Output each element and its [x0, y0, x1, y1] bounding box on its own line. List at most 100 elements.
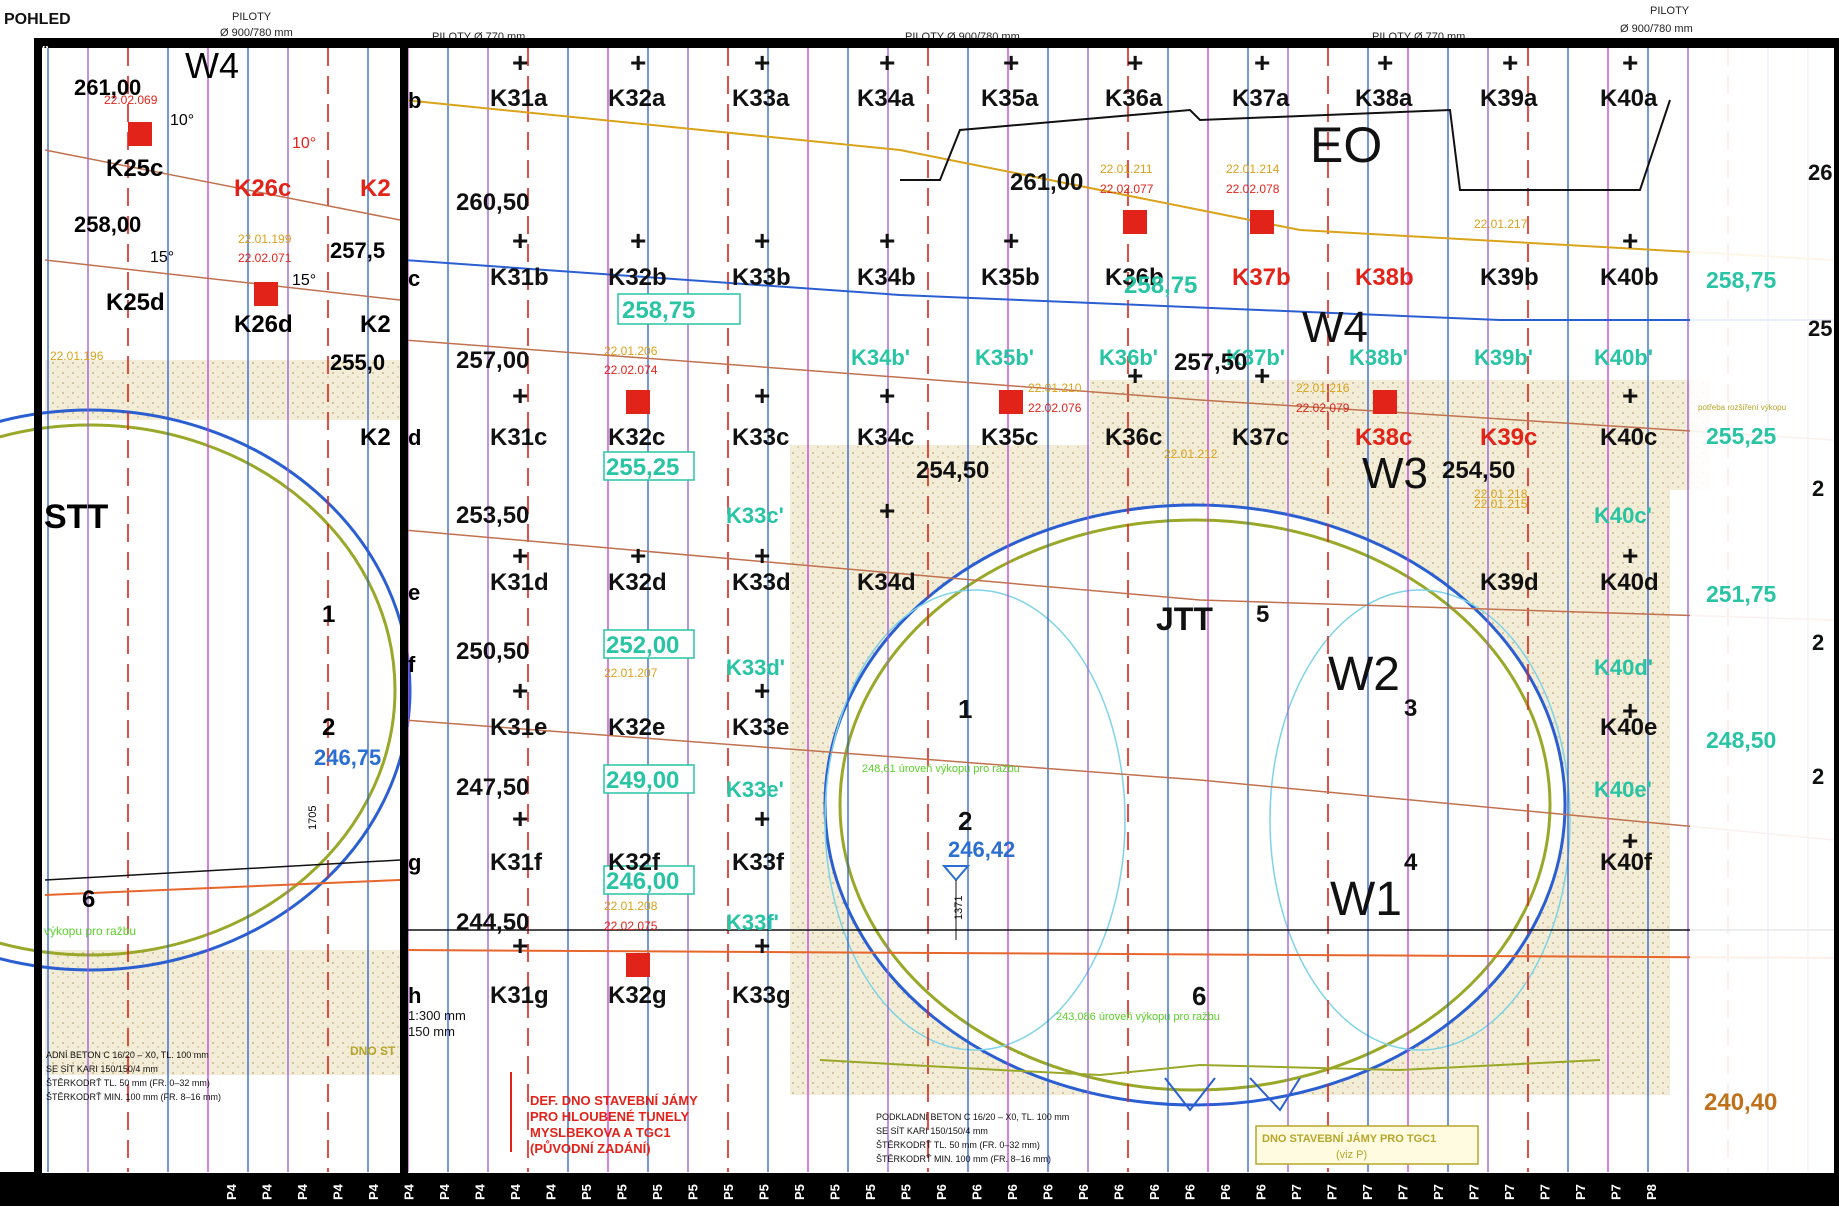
- left-sub-d: d: [408, 425, 421, 450]
- left-date-2: 22.01.199: [238, 232, 292, 246]
- left-elev-2: 258,00: [74, 212, 141, 237]
- pile-label: K31e: [490, 714, 547, 741]
- line-orange-top: [403, 99, 1835, 261]
- axis-label: P6: [1254, 1184, 1269, 1200]
- main-level-4: 250,50: [456, 638, 529, 665]
- left-line-1: [44, 149, 401, 221]
- left-angle-2: 10°: [292, 135, 316, 152]
- left-pile-k26d: K26d: [234, 311, 293, 338]
- main-w2: W2: [1328, 648, 1400, 701]
- axis-label: P5: [792, 1184, 807, 1200]
- left-sub-b: b: [408, 88, 421, 113]
- pile-date: 22.01.216: [1296, 381, 1350, 395]
- left-note-2: SE SÍT KARI 150/150/4 mm: [46, 1064, 158, 1074]
- right-note: potřeba rozšíření výkopu: [1698, 403, 1786, 412]
- pile-label-prime: K40e': [1594, 777, 1652, 802]
- left-note-1: ADNÍ BETON C 16/20 – X0, TL. 100 mm: [46, 1050, 209, 1060]
- green-level-1: 258,75: [622, 297, 695, 324]
- pile-label: K31b: [490, 264, 549, 291]
- pile-date: 22.02.074: [604, 363, 658, 377]
- pile-label: K34d: [857, 569, 916, 596]
- inner-arc-left: [824, 589, 1126, 1051]
- left-elev-4: 255,0: [330, 350, 385, 375]
- axis-label: P5: [686, 1184, 701, 1200]
- left-num-1: 1: [322, 601, 335, 628]
- pile-label: K36b: [1105, 264, 1164, 291]
- pile-label-prime: K33d': [726, 655, 785, 680]
- pile-marker: +: [630, 47, 646, 78]
- axis-label: P4: [473, 1183, 488, 1200]
- drain-v: [1249, 1077, 1301, 1112]
- soil-top-main: [1090, 380, 1710, 490]
- axis-label: P7: [1360, 1184, 1375, 1200]
- red-note-4: (PŮVODNÍ ZADÁNÍ): [530, 1140, 651, 1156]
- pile-label: K32b: [608, 264, 667, 291]
- main-top-elev: 261,00: [1010, 169, 1083, 196]
- axis-label: P6: [1005, 1184, 1020, 1200]
- excavation-bottom: [819, 1059, 1601, 1077]
- green-box-4: [603, 764, 695, 794]
- main-w3: W3: [1362, 449, 1428, 498]
- left-note-3: ŠTĚRKODRŤ TL. 50 mm (FR. 0–32 mm): [46, 1078, 210, 1088]
- main-level-1: 260,50: [456, 189, 529, 216]
- pile-label: K40a: [1600, 85, 1658, 112]
- line-brown-3: [403, 719, 1835, 841]
- left-stt: STT: [44, 498, 108, 536]
- axis-labels: P4 P4 P4 P4 P4 P4 P4 P4 P4 P4 P5 P5 P5 P5 P5 P5 P5 P5 P5 P5…: [224, 1183, 1659, 1200]
- marker-k26d: [254, 282, 278, 306]
- green-box-3: [603, 629, 695, 659]
- pile-label: K31d: [490, 569, 549, 596]
- main-elev-254-a: 254,50: [916, 457, 989, 484]
- pile-date: 22.01.218: [1474, 487, 1528, 501]
- axis-label: P7: [1467, 1184, 1482, 1200]
- left-angle-4: 15°: [292, 272, 316, 289]
- pile-date: 22.02.079: [1296, 401, 1350, 415]
- pile-label: K35c: [981, 424, 1038, 451]
- bl-note-2: SE SÍT KARI 150/150/4 mm: [876, 1126, 988, 1136]
- excav-lower: 243,086 úroveň výkopu pro ražbu: [1056, 1011, 1220, 1023]
- axis-label: P4: [508, 1183, 523, 1200]
- axis-label: P4: [437, 1183, 452, 1200]
- axis-label: P5: [615, 1184, 630, 1200]
- axis-label: P7: [1573, 1184, 1588, 1200]
- green-box-5: [603, 865, 695, 895]
- pile-marker: +: [512, 540, 528, 571]
- pile-label-prime: K40c': [1594, 503, 1652, 528]
- axis-label: P5: [650, 1184, 665, 1200]
- gp-1: 1:300 mm: [408, 1008, 466, 1023]
- pile-marker: +: [1622, 540, 1638, 571]
- pile-marker: +: [1254, 47, 1270, 78]
- left-sub-f: f: [408, 652, 416, 677]
- pile-marker: +: [879, 47, 895, 78]
- pile-marker: +: [879, 380, 895, 411]
- green-boxes: 258,75 255,25 252,00 249,00 246,00: [603, 293, 741, 895]
- right-edge-1: 26: [1808, 160, 1832, 185]
- pile-marker: +: [1502, 47, 1518, 78]
- pile-dates: 22.01.211 22.02.077 22.01.214 22.02.078 22.0…: [604, 162, 1528, 933]
- green-level-2: 255,25: [606, 454, 679, 481]
- pile-label: K39c: [1480, 424, 1537, 451]
- marker-k25c: [128, 122, 152, 146]
- pile-label: K34c: [857, 424, 914, 451]
- axis-label: P4: [295, 1183, 310, 1200]
- pile-label: K36a: [1105, 85, 1163, 112]
- left-angle-1: 10°: [170, 112, 194, 129]
- axis-label: P5: [757, 1184, 772, 1200]
- left-sub-c: c: [408, 266, 420, 291]
- right-edge-2: 25: [1808, 316, 1832, 341]
- main-elev-258-mid: 258,75: [1124, 272, 1197, 299]
- left-date-4: 22.01.196: [50, 349, 104, 363]
- axis-label: P6: [970, 1184, 985, 1200]
- pile-label: K38c: [1355, 424, 1412, 451]
- pile-label-prime: K34b': [851, 345, 910, 370]
- axis-label: P6: [1112, 1184, 1127, 1200]
- left-num-2: 2: [322, 714, 335, 741]
- pile-label-prime: K33f': [726, 910, 779, 935]
- pile-label: K35a: [981, 85, 1039, 112]
- right-edge-4: 2: [1812, 630, 1824, 655]
- line-brown-1: [403, 339, 1835, 441]
- red-marker: [626, 953, 650, 977]
- red-marker: [1123, 210, 1147, 234]
- pile-date: 22.01.217: [1474, 217, 1528, 231]
